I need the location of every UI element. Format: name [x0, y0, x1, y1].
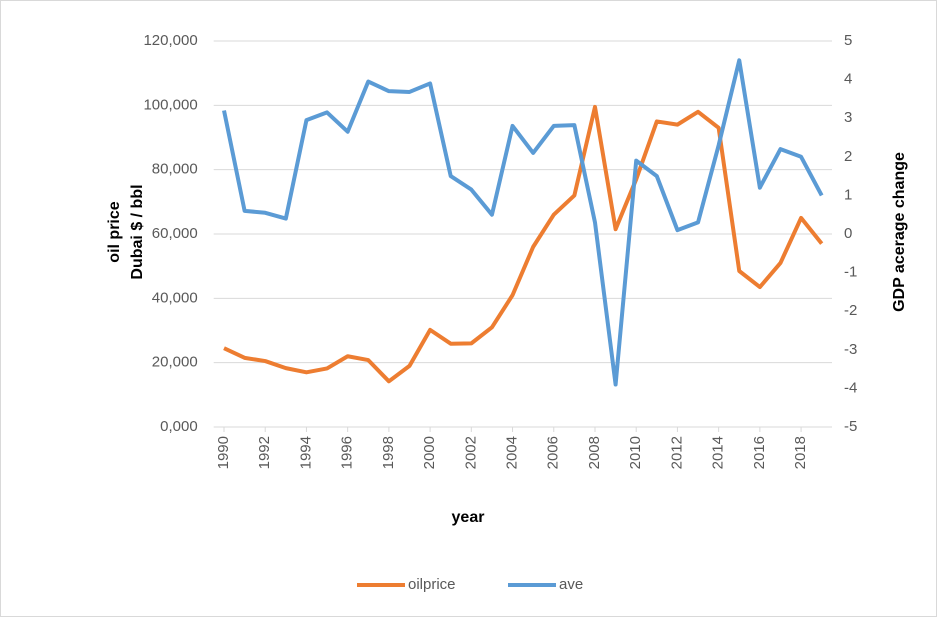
x-tick-label: 1996	[339, 436, 356, 469]
y2-tick-label: 0	[844, 225, 852, 242]
y2-tick-label: 1	[844, 186, 852, 203]
y-tick-label: 40,000	[152, 289, 198, 306]
x-tick-label: 2018	[792, 436, 809, 469]
y2-tick-label: -1	[844, 264, 857, 281]
y2-tick-label: 4	[844, 71, 852, 88]
y2-axis-title: GDP acerage change	[891, 152, 908, 312]
legend-label: oilprice	[408, 576, 456, 593]
x-tick-label: 1994	[297, 436, 314, 469]
y-axis-title: Dubai $ / bbl	[129, 184, 146, 279]
y2-tick-label: -5	[844, 418, 857, 435]
y-tick-label: 0,000	[160, 418, 198, 435]
y-tick-label: 20,000	[152, 354, 198, 371]
y2-tick-label: 3	[844, 109, 852, 126]
y2-tick-label: -2	[844, 302, 857, 319]
y2-tick-label: 2	[844, 148, 852, 165]
y-axis-title: oil price	[106, 201, 123, 262]
x-tick-label: 2016	[751, 436, 768, 469]
data-line	[222, 58, 824, 387]
x-tick-label: 2012	[668, 436, 685, 469]
x-tick-label: 2014	[710, 436, 727, 469]
x-tick-label: 2010	[627, 436, 644, 469]
data-line	[223, 104, 824, 384]
x-tick-label: 2004	[504, 436, 521, 469]
x-tick-label: 1998	[380, 436, 397, 469]
x-axis-title: year	[452, 509, 485, 526]
y-tick-label: 100,000	[143, 96, 197, 113]
y2-tick-label: -3	[844, 341, 857, 358]
y-tick-label: 60,000	[152, 225, 198, 242]
y2-tick-label: 5	[844, 32, 852, 49]
x-tick-label: 2008	[586, 436, 603, 469]
legend-label: ave	[559, 576, 583, 593]
x-tick-label: 2006	[545, 436, 562, 469]
y2-tick-label: -4	[844, 379, 857, 396]
x-tick-label: 1992	[256, 436, 273, 469]
x-tick-label: 2000	[421, 436, 438, 469]
y-tick-label: 80,000	[152, 161, 198, 178]
x-tick-label: 2002	[462, 436, 479, 469]
y-tick-label: 120,000	[143, 32, 197, 49]
x-tick-label: 1990	[215, 436, 232, 469]
